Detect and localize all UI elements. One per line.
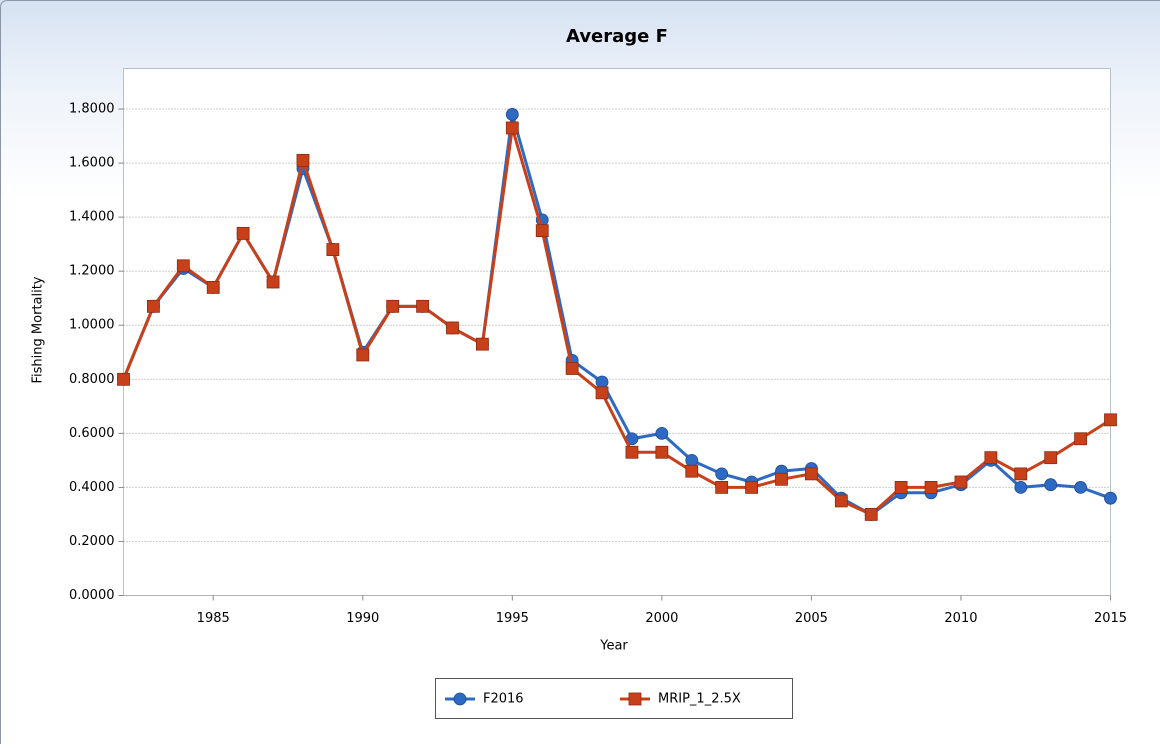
chart-title: Average F [566,26,668,47]
y-tick-label: 1.8000 [69,102,115,117]
square-marker [776,473,788,485]
circle-marker [656,427,668,439]
square-marker [147,300,159,312]
legend-label: MRIP_1_2.5X [658,692,741,707]
x-tick-label: 2015 [1094,611,1127,626]
y-tick-label: 1.0000 [69,318,115,333]
square-marker [596,387,608,399]
square-marker [746,481,758,493]
square-marker [177,260,189,272]
plot-area [124,69,1111,596]
square-marker [476,338,488,350]
legend-label: F2016 [483,692,524,707]
square-marker [985,452,997,464]
square-marker [865,508,877,520]
circle-marker [596,376,608,388]
y-tick-label: 0.4000 [69,480,115,495]
y-tick-label: 0.6000 [69,426,115,441]
circle-marker [454,693,466,705]
y-tick-label: 0.2000 [69,534,115,549]
square-marker [1105,414,1117,426]
square-marker [716,481,728,493]
square-marker [297,154,309,166]
square-marker [1045,452,1057,464]
square-marker [417,300,429,312]
square-marker [237,227,249,239]
x-tick-label: 1985 [197,611,230,626]
square-marker [207,281,219,293]
x-axis-label: Year [599,639,628,654]
square-marker [656,446,668,458]
square-marker [955,476,967,488]
y-tick-label: 0.8000 [69,372,115,387]
square-marker [267,276,279,288]
circle-marker [686,454,698,466]
x-tick-label: 1990 [346,611,379,626]
y-tick-label: 0.0000 [69,588,115,603]
square-marker [626,446,638,458]
circle-marker [1105,492,1117,504]
square-marker [118,373,130,385]
square-marker [536,225,548,237]
square-marker [925,481,937,493]
square-marker [566,362,578,374]
square-marker [1015,468,1027,480]
circle-marker [1075,481,1087,493]
square-marker [895,481,907,493]
circle-marker [1015,481,1027,493]
y-tick-label: 1.4000 [69,210,115,225]
y-tick-label: 1.2000 [69,264,115,279]
y-tick-label: 1.6000 [69,156,115,171]
square-marker [327,244,339,256]
square-marker [805,468,817,480]
y-axis-label: Fishing Mortality [31,276,46,383]
square-marker [686,465,698,477]
x-tick-label: 2000 [645,611,678,626]
square-marker [835,495,847,507]
circle-marker [506,108,518,120]
square-marker [387,300,399,312]
square-marker [506,122,518,134]
x-tick-label: 1995 [496,611,529,626]
circle-marker [716,468,728,480]
x-tick-label: 2005 [795,611,828,626]
square-marker [1075,433,1087,445]
x-tick-label: 2010 [944,611,977,626]
square-marker [629,693,641,705]
square-marker [447,322,459,334]
square-marker [357,349,369,361]
circle-marker [1045,479,1057,491]
